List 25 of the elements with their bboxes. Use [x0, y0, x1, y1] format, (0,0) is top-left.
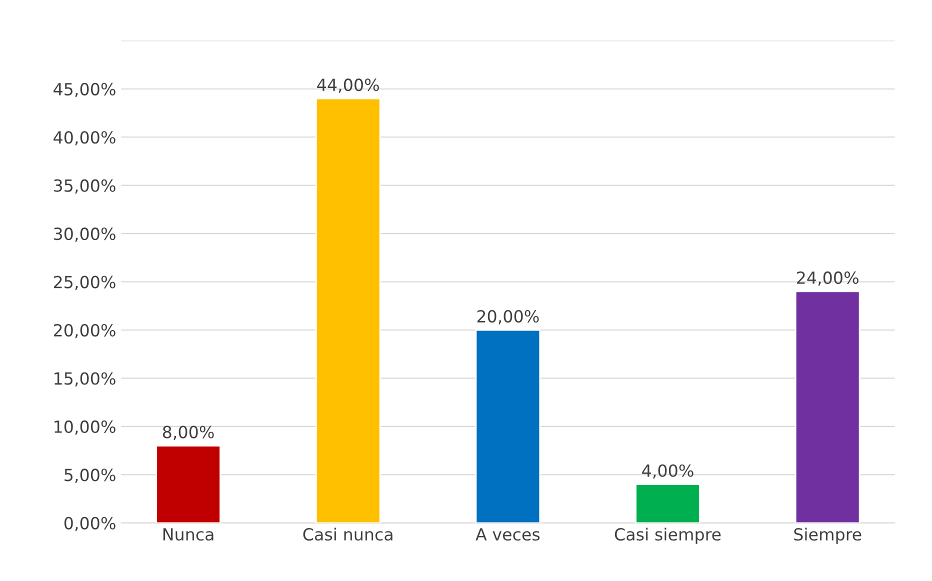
y-tick-label: 20,00%: [54, 324, 116, 338]
x-tick-label: Casi siempre: [614, 528, 721, 544]
y-tick-label: 5,00%: [64, 468, 116, 483]
y-tick-label: 35,00%: [54, 179, 116, 194]
bar: [475, 329, 541, 523]
bar: [156, 445, 221, 523]
data-label: 4,00%: [642, 464, 694, 479]
data-label: 24,00%: [797, 271, 858, 286]
y-tick-label: 30,00%: [54, 228, 116, 242]
y-tick-label: 45,00%: [54, 82, 116, 98]
x-tick-label: Nunca: [163, 528, 214, 541]
x-tick-label: Casi nunca: [303, 528, 392, 541]
y-tick-label: 0,00%: [64, 516, 116, 532]
x-tick-label: A veces: [476, 528, 540, 541]
bar: [794, 290, 860, 523]
data-label: 20,00%: [477, 310, 539, 324]
bar: [635, 484, 700, 523]
data-label: 44,00%: [317, 78, 379, 93]
y-tick-label: 15,00%: [54, 372, 116, 386]
data-label: 8,00%: [162, 426, 214, 440]
y-tick-label: 10,00%: [54, 420, 116, 435]
y-tick-label: 25,00%: [54, 276, 116, 290]
y-tick-label: 40,00%: [54, 131, 116, 146]
bar: [315, 98, 381, 523]
x-tick-label: Siempre: [794, 528, 862, 544]
